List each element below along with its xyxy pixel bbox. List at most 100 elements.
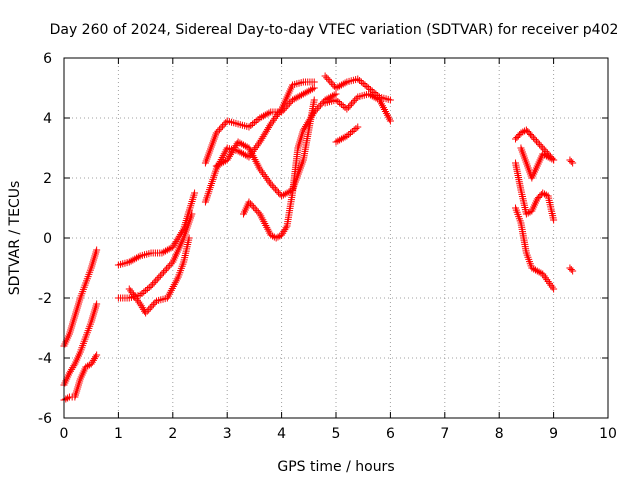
data-point — [245, 123, 253, 131]
data-point — [526, 131, 534, 138]
data-point — [258, 113, 266, 121]
data-point — [143, 285, 151, 293]
data-point — [359, 80, 367, 87]
data-series — [321, 72, 394, 104]
data-point — [332, 90, 340, 98]
data-point — [248, 201, 256, 209]
data-point — [351, 96, 359, 104]
data-point — [224, 154, 232, 162]
data-point — [350, 126, 358, 134]
data-point — [334, 137, 342, 145]
y-tick-label: 4 — [43, 111, 52, 127]
data-point — [312, 106, 320, 114]
data-point — [299, 90, 307, 98]
data-point — [315, 103, 323, 111]
data-point — [328, 92, 336, 100]
data-point — [238, 149, 246, 157]
data-series — [332, 123, 362, 146]
x-tick-label: 3 — [223, 426, 232, 442]
data-series — [125, 234, 193, 317]
data-point — [354, 123, 362, 131]
data-point — [304, 119, 312, 127]
data-point — [263, 125, 271, 133]
data-point — [313, 105, 321, 113]
data-point — [339, 102, 347, 110]
data-point — [93, 351, 101, 359]
x-tick-label: 4 — [277, 426, 286, 442]
data-point — [129, 256, 137, 264]
data-point — [163, 246, 171, 254]
data-point — [329, 81, 337, 89]
data-point — [265, 109, 273, 117]
data-point — [163, 265, 171, 273]
data-point — [352, 125, 360, 132]
data-point — [238, 140, 246, 148]
data-point — [308, 112, 316, 120]
data-point — [270, 183, 278, 191]
data-point — [261, 129, 269, 137]
data-point — [325, 94, 333, 102]
data-point — [161, 267, 169, 275]
data-point — [212, 162, 220, 170]
data-point — [260, 131, 268, 139]
data-point — [232, 142, 240, 150]
data-point — [151, 299, 159, 307]
data-point — [301, 89, 309, 97]
data-point — [341, 133, 349, 141]
data-point — [250, 119, 258, 126]
data-point — [539, 150, 547, 158]
data-point — [354, 75, 362, 83]
data-point — [153, 275, 161, 283]
data-point — [535, 268, 543, 276]
data-point — [236, 139, 244, 147]
data-point — [134, 253, 142, 261]
data-point — [142, 287, 150, 294]
y-tick-label: -6 — [38, 411, 52, 427]
data-point — [158, 270, 166, 278]
data-point — [357, 78, 365, 86]
data-point — [567, 266, 575, 273]
data-point — [310, 78, 318, 86]
x-tick-label: 0 — [60, 426, 69, 442]
data-point — [531, 135, 539, 143]
data-point — [274, 189, 282, 197]
data-point — [310, 84, 318, 92]
data-series — [321, 90, 394, 125]
data-point — [70, 362, 78, 370]
data-point — [533, 137, 541, 145]
data-point — [343, 132, 351, 140]
data-point — [310, 108, 318, 116]
data-point — [215, 126, 223, 134]
data-point — [226, 151, 234, 159]
data-point — [222, 119, 230, 127]
data-series — [60, 351, 101, 404]
data-point — [258, 134, 266, 142]
x-tick-label: 8 — [495, 426, 504, 442]
data-point — [169, 243, 177, 251]
data-point — [345, 131, 353, 138]
data-point — [228, 149, 236, 157]
data-point — [65, 369, 73, 377]
data-point — [137, 302, 145, 310]
data-series — [512, 159, 558, 224]
data-series — [517, 144, 558, 182]
y-tick-label: 0 — [43, 231, 52, 247]
data-point — [569, 267, 577, 275]
data-point — [219, 122, 227, 130]
data-point — [337, 101, 345, 108]
data-point — [326, 77, 334, 85]
data-point — [220, 120, 228, 128]
data-point — [316, 101, 324, 109]
data-point — [143, 307, 151, 315]
x-tick-label: 7 — [440, 426, 449, 442]
data-point — [268, 182, 276, 190]
data-series — [201, 84, 318, 167]
data-point — [165, 245, 173, 253]
data-point — [93, 246, 101, 254]
data-point — [534, 139, 542, 147]
data-point — [528, 132, 536, 140]
data-point — [386, 96, 394, 104]
data-series — [566, 156, 577, 167]
data-point — [160, 248, 168, 256]
